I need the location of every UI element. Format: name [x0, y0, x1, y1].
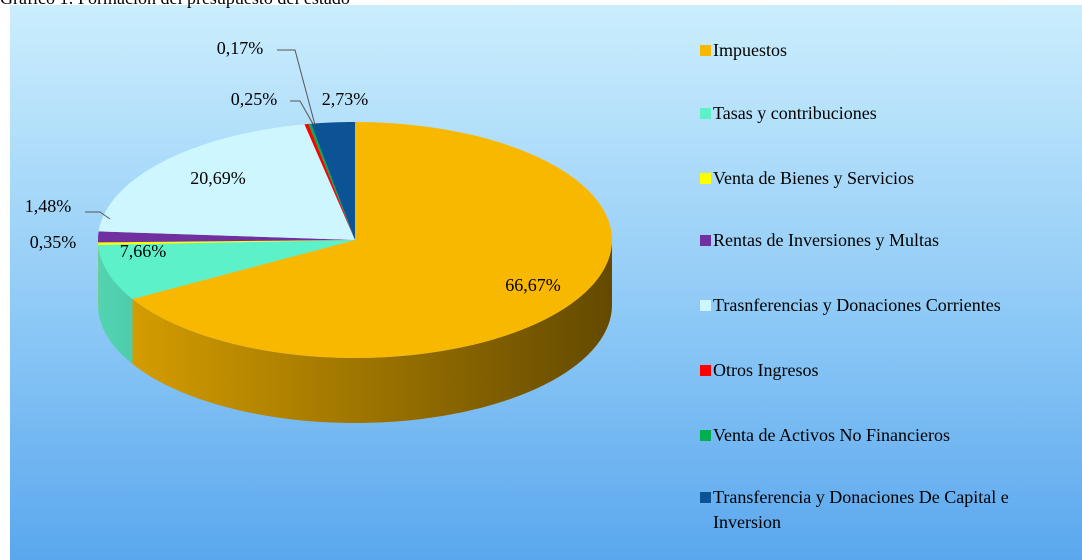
legend-item: Transferencia y Donaciones De Capital e … — [700, 485, 1053, 535]
legend-swatch — [700, 108, 711, 119]
legend-label: Transferencia y Donaciones De Capital e … — [713, 487, 1009, 532]
slice-shade — [98, 244, 133, 364]
legend-item: Trasnferencias y Donaciones Corrientes — [700, 293, 1053, 318]
legend-label: Venta de Bienes y Servicios — [713, 168, 914, 188]
data-label: 2,73% — [322, 89, 369, 109]
data-label: 0,35% — [30, 232, 77, 252]
data-label: 20,69% — [190, 168, 246, 188]
legend-item: Venta de Bienes y Servicios — [700, 166, 1053, 191]
leader-line — [277, 49, 316, 126]
legend-swatch — [700, 365, 711, 376]
legend-item: Impuestos — [700, 38, 1053, 63]
slice — [98, 240, 356, 245]
legend-label: Tasas y contribuciones — [713, 103, 877, 123]
legend-swatch — [700, 492, 711, 503]
leader-line — [85, 211, 111, 220]
slice — [98, 231, 355, 243]
legend-item: Tasas y contribuciones — [700, 101, 1053, 126]
legend-label: Rentas de Inversiones y Multas — [713, 230, 939, 250]
slice — [311, 122, 355, 240]
legend-item: Otros Ingresos — [700, 358, 1053, 383]
legend-swatch — [700, 235, 711, 246]
data-label: 7,66% — [120, 241, 167, 261]
legend-item: Venta de Activos No Financieros — [700, 423, 1053, 448]
chart-title: Gráfico 1: Formación del presupuesto del… — [0, 0, 350, 9]
legend-label: Trasnferencias y Donaciones Corrientes — [713, 295, 1001, 315]
data-label: 1,48% — [25, 196, 72, 216]
data-label: 0,17% — [217, 38, 264, 58]
slice-shade — [132, 240, 612, 423]
legend-label: Impuestos — [713, 40, 787, 60]
legend-swatch — [700, 300, 711, 311]
legend-swatch — [700, 173, 711, 184]
slice — [98, 124, 356, 240]
slice — [308, 123, 355, 240]
legend-label: Otros Ingresos — [713, 360, 819, 380]
data-label: 66,67% — [505, 275, 561, 295]
legend-swatch — [700, 45, 711, 56]
legend-item: Rentas de Inversiones y Multas — [700, 228, 1053, 253]
leader-line — [290, 100, 314, 125]
legend-swatch — [700, 430, 711, 441]
legend-label: Venta de Activos No Financieros — [713, 425, 950, 445]
slice — [132, 122, 612, 358]
data-label: 0,25% — [231, 89, 278, 109]
slice — [304, 123, 355, 240]
slice — [98, 240, 355, 299]
